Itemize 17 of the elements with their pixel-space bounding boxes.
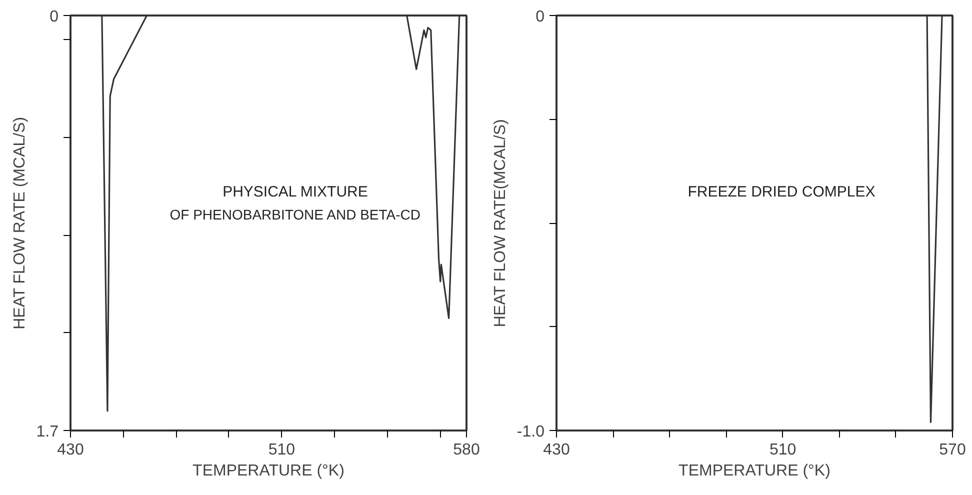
y-axis-title: HEAT FLOW RATE (MCAL/S) [11, 116, 28, 330]
x-tick-label: 570 [939, 442, 966, 458]
y-tick-label: -1.0 [516, 424, 545, 440]
annotation: PHYSICAL MIXTURE [222, 184, 368, 200]
x-tick-label: 430 [543, 442, 570, 458]
annotation: FREEZE DRIED COMPLEX [688, 184, 876, 200]
x-tick-label: 580 [453, 442, 480, 458]
x-tick-label: 430 [57, 442, 84, 458]
y-axis-title: HEAT FLOW RATE(MCAL/S) [492, 119, 509, 328]
x-tick-label: 510 [769, 442, 796, 458]
annotation: OF PHENOBARBITONE AND BETA-CD [170, 206, 420, 222]
y-tick-label: 0 [536, 8, 545, 26]
y-tick-label: 1.7 [36, 424, 59, 440]
x-tick-label: 510 [268, 442, 296, 458]
x-axis-title: TEMPERATURE (°K) [192, 462, 344, 480]
x-axis-title: TEMPERATURE (°K) [678, 462, 830, 480]
y-tick-label: 0 [50, 8, 59, 26]
